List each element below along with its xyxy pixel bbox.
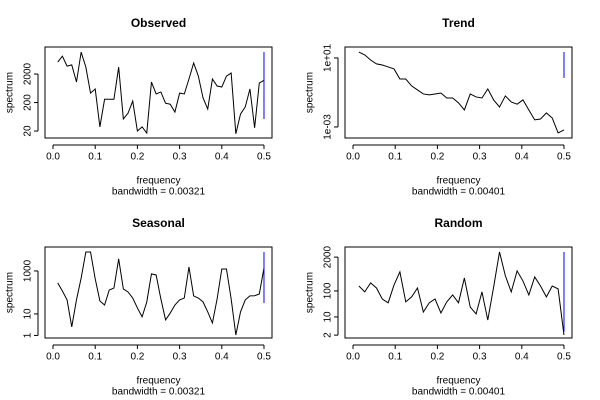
spectrum-line: [57, 251, 265, 336]
spectrum-line: [57, 51, 265, 135]
x-tick-label: 0.5: [557, 152, 571, 163]
x-axis-label: frequency: [437, 376, 481, 387]
y-tick-label: 1e+01: [323, 43, 334, 72]
spectrum-line: [358, 251, 565, 336]
y-tick-label: 1e-03: [323, 114, 334, 140]
y-tick-label: 1000: [23, 259, 34, 282]
y-tick-label: 2000: [23, 62, 34, 85]
panel: Random 0.0 0.1 0.2 0.3 0.4 0.5 frequencybandwid…: [305, 216, 573, 398]
y-axis-label: spectrum: [5, 72, 16, 113]
x-tick-label: 0.0: [346, 352, 360, 363]
x-tick-label: 0.4: [515, 352, 529, 363]
x-axis-label: frequency: [437, 176, 481, 187]
x-tick-label: 0.5: [557, 352, 571, 363]
x-tick-label: 0.4: [515, 152, 529, 163]
y-tick-label: 20: [23, 125, 34, 137]
x-tick-label: 0.2: [130, 352, 144, 363]
x-tick-label: 0.2: [430, 152, 444, 163]
y-axis-label: spectrum: [305, 72, 316, 113]
panel-title: Random: [435, 216, 483, 230]
plot-box: [44, 246, 273, 339]
x-tick-label: 0.4: [215, 352, 229, 363]
x-tick-label: 0.4: [215, 152, 229, 163]
x-tick-label: 0.3: [173, 352, 187, 363]
subtitle: bandwidth = 0.00321: [112, 387, 206, 398]
x-tick-label: 0.0: [46, 352, 60, 363]
plot-box: [344, 46, 573, 139]
y-axis-label: spectrum: [5, 272, 16, 313]
x-tick-label: 0.0: [346, 152, 360, 163]
y-tick-label: 10: [23, 308, 34, 320]
x-tick-label: 0.5: [257, 352, 271, 363]
y-axis-label: spectrum: [305, 272, 316, 313]
panel-title: Trend: [442, 16, 475, 30]
x-axis-label: frequency: [137, 376, 181, 387]
panel: Trend 0.0 0.1 0.2 0.3 0.4 0.5 frequencybandwidt…: [305, 16, 573, 198]
plot-box: [44, 46, 273, 139]
panel-title: Observed: [131, 16, 186, 30]
subtitle: bandwidth = 0.00401: [412, 187, 506, 198]
x-tick-label: 0.3: [473, 152, 487, 163]
x-tick-label: 0.3: [473, 352, 487, 363]
y-tick-label: 10: [323, 311, 334, 323]
x-tick-label: 0.1: [88, 152, 102, 163]
x-tick-label: 0.1: [88, 352, 102, 363]
y-tick-label: 2: [323, 332, 334, 338]
y-tick-label: 2000: [323, 246, 334, 269]
x-tick-label: 0.0: [46, 152, 60, 163]
x-tick-label: 0.5: [257, 152, 271, 163]
y-tick-label: 200: [23, 94, 34, 111]
panel-title: Seasonal: [132, 216, 185, 230]
y-tick-label: 100: [323, 282, 334, 299]
x-tick-label: 0.1: [388, 152, 402, 163]
subtitle: bandwidth = 0.00321: [112, 187, 206, 198]
panel: Seasonal 0.0 0.1 0.2 0.3 0.4 0.5 frequencybandw…: [5, 216, 273, 398]
x-tick-label: 0.2: [130, 152, 144, 163]
x-axis-label: frequency: [137, 176, 181, 187]
subtitle: bandwidth = 0.00401: [412, 387, 506, 398]
spectrum-line: [358, 51, 565, 134]
plot-box: [344, 246, 573, 339]
y-tick-label: 1: [23, 332, 34, 338]
x-tick-label: 0.3: [173, 152, 187, 163]
x-tick-label: 0.1: [388, 352, 402, 363]
x-tick-label: 0.2: [430, 352, 444, 363]
panel: Observed 0.0 0.1 0.2 0.3 0.4 0.5 frequencybandw…: [5, 16, 273, 198]
